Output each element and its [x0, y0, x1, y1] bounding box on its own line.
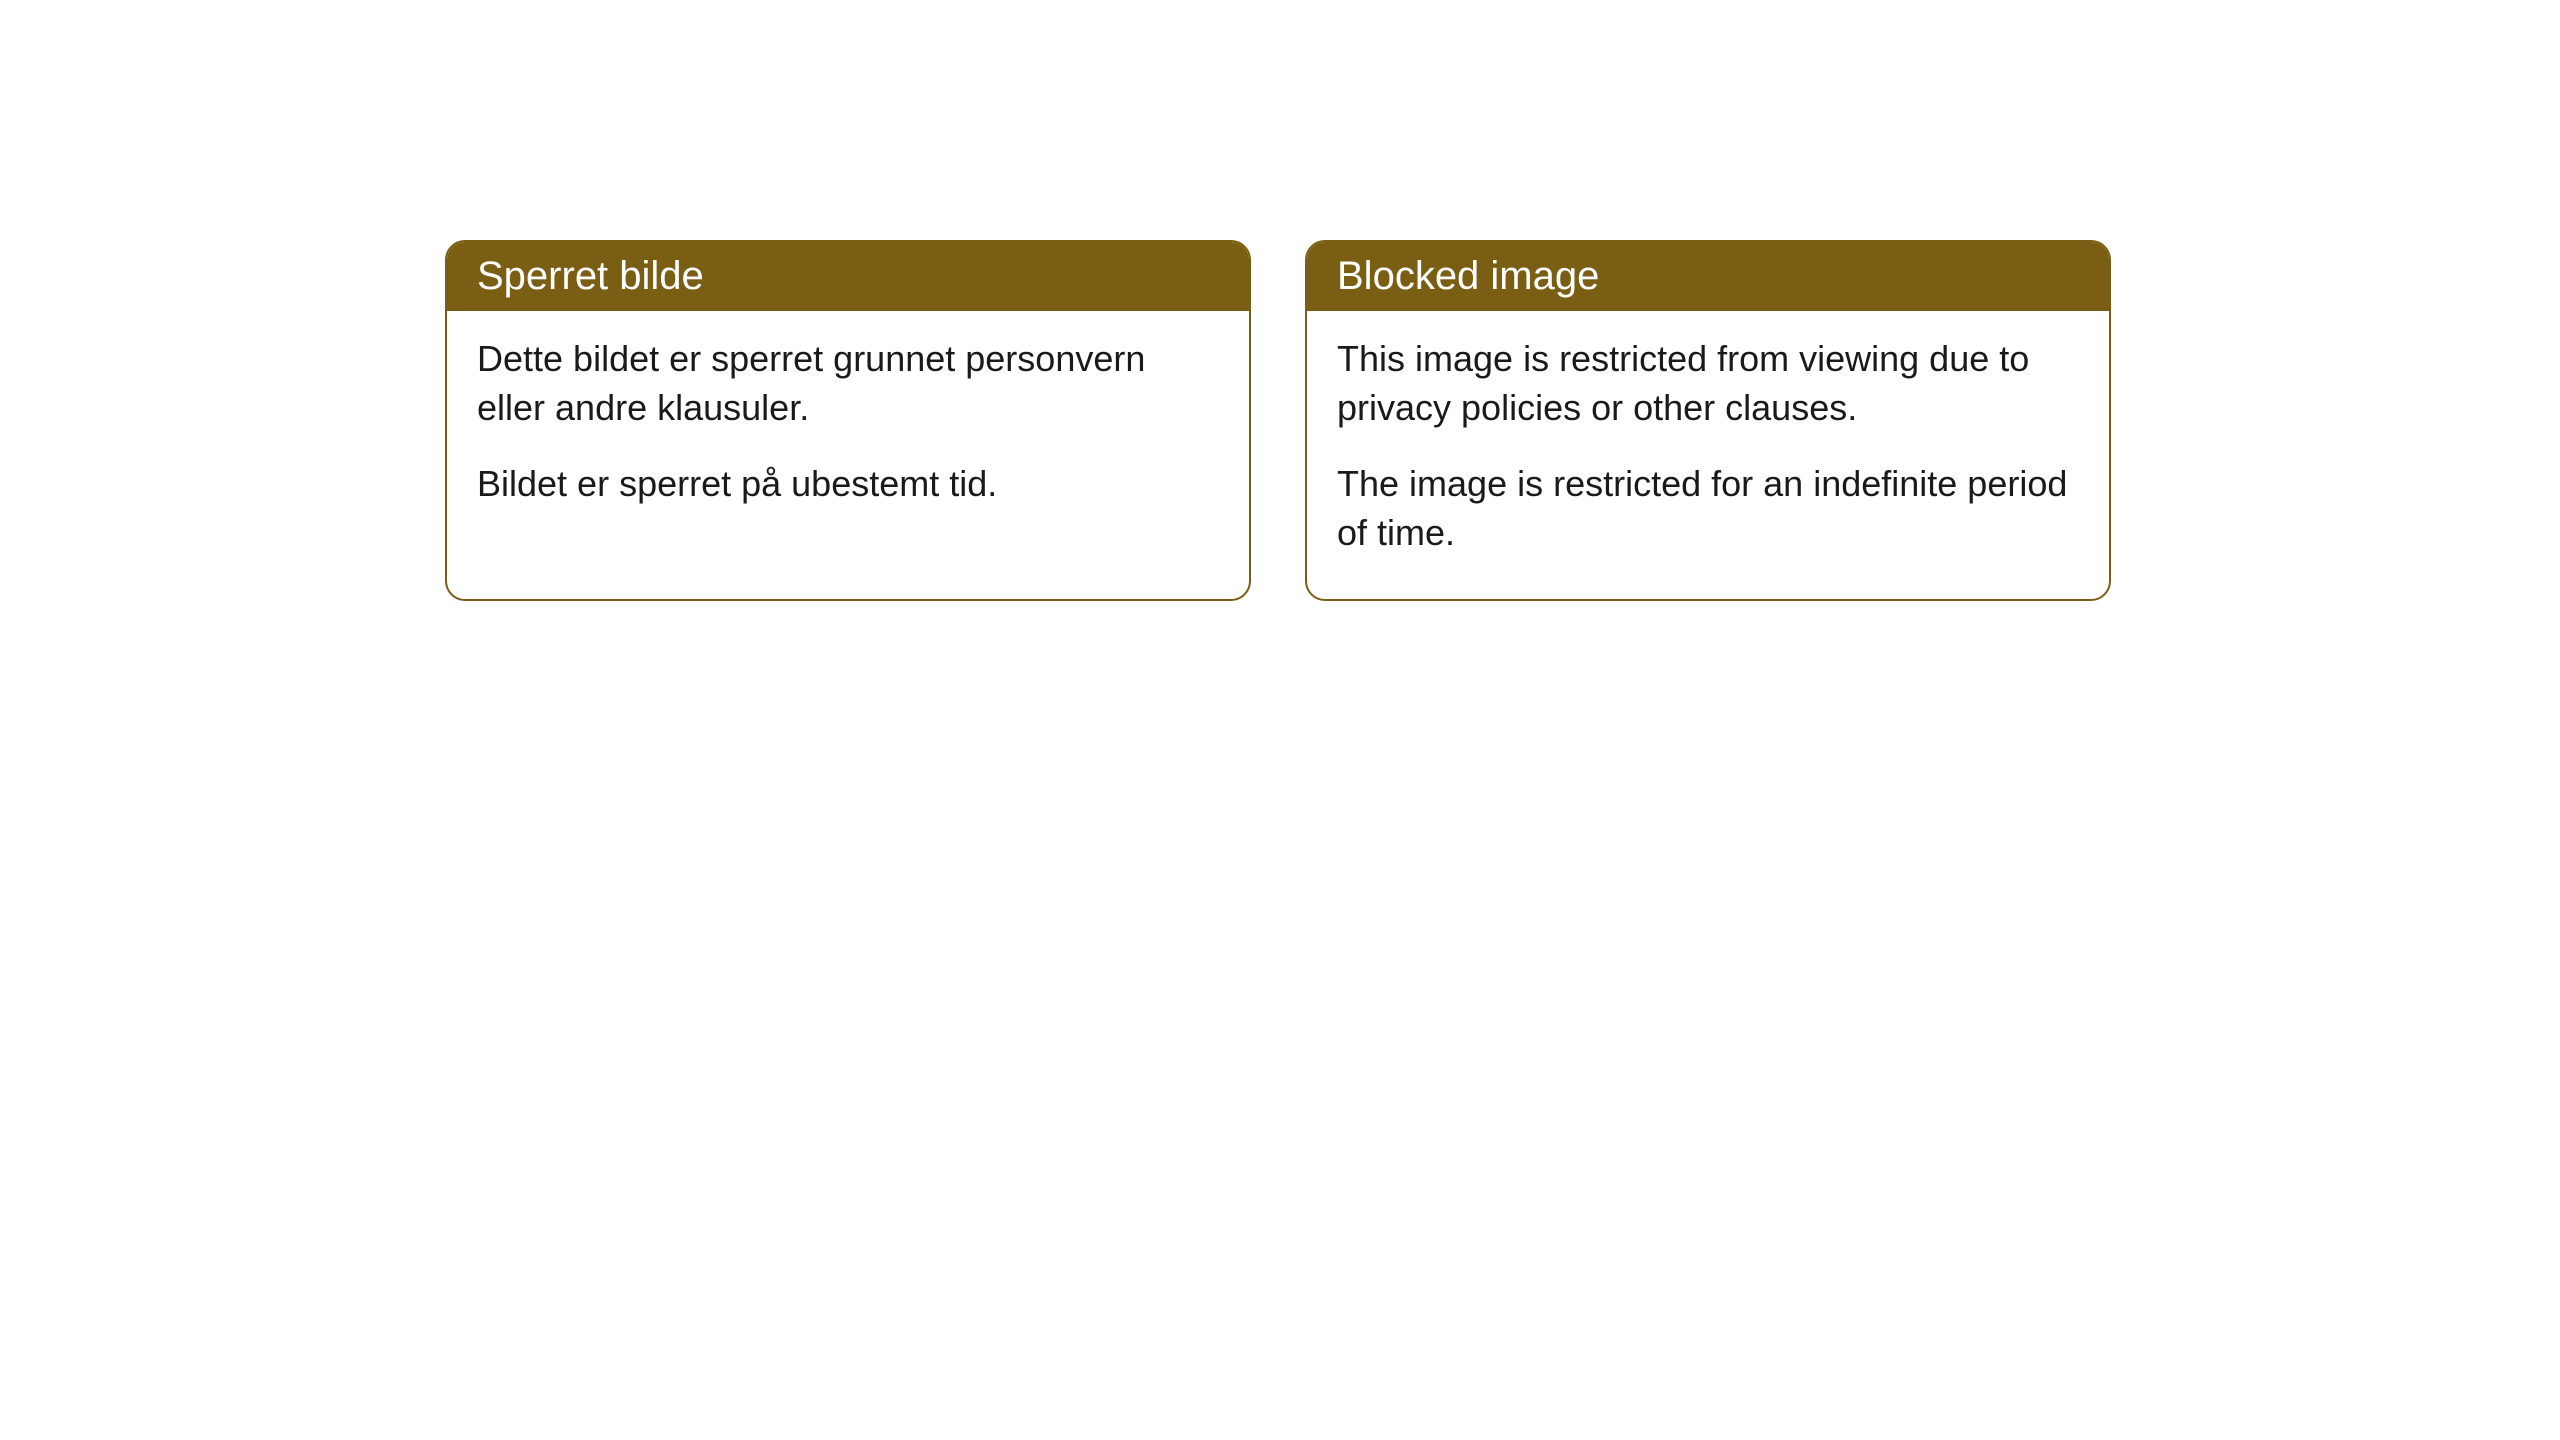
blocked-image-card-norwegian: Sperret bilde Dette bildet er sperret gr… — [445, 240, 1251, 601]
notice-cards-container: Sperret bilde Dette bildet er sperret gr… — [445, 240, 2560, 601]
card-paragraph-1: This image is restricted from viewing du… — [1337, 335, 2079, 432]
card-paragraph-2: Bildet er sperret på ubestemt tid. — [477, 460, 1219, 509]
card-title: Sperret bilde — [477, 254, 704, 298]
card-header: Sperret bilde — [447, 242, 1249, 311]
blocked-image-card-english: Blocked image This image is restricted f… — [1305, 240, 2111, 601]
card-body: This image is restricted from viewing du… — [1307, 311, 2109, 599]
card-paragraph-1: Dette bildet er sperret grunnet personve… — [477, 335, 1219, 432]
card-paragraph-2: The image is restricted for an indefinit… — [1337, 460, 2079, 557]
card-title: Blocked image — [1337, 254, 1599, 298]
card-body: Dette bildet er sperret grunnet personve… — [447, 311, 1249, 551]
card-header: Blocked image — [1307, 242, 2109, 311]
